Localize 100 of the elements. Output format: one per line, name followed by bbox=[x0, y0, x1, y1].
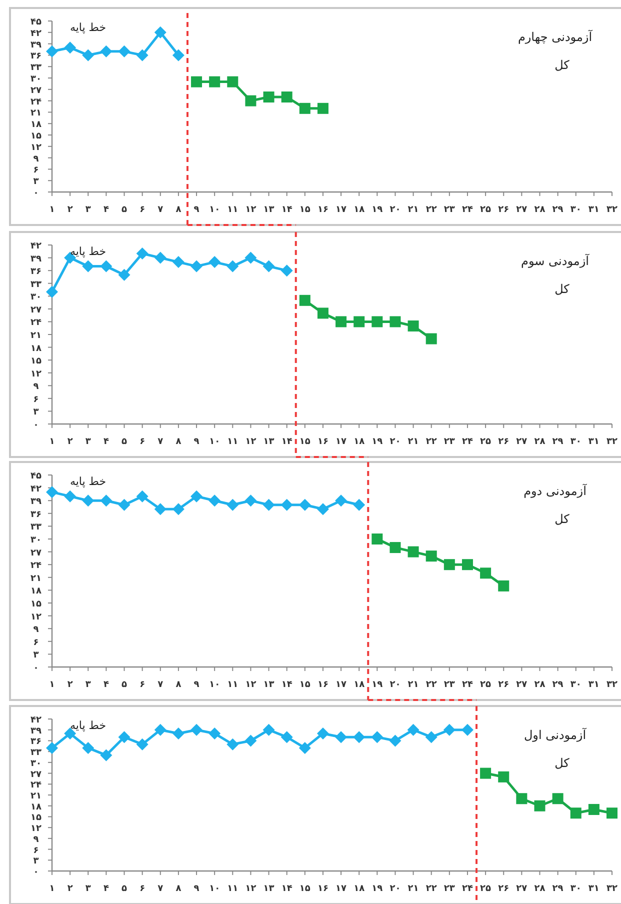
point bbox=[244, 494, 257, 507]
y-tick-label: ۱۲ bbox=[30, 369, 42, 380]
y-tick-label: ۳۰ bbox=[30, 536, 42, 546]
x-tick-label: ۸ bbox=[176, 205, 182, 215]
point bbox=[425, 731, 438, 744]
point bbox=[208, 727, 221, 740]
point bbox=[82, 742, 94, 754]
x-tick-label: ۳ bbox=[85, 205, 92, 215]
point bbox=[606, 808, 618, 819]
point bbox=[226, 498, 239, 511]
x-tick-label: ۱۰ bbox=[209, 205, 220, 215]
x-tick-label: ۳۲ bbox=[606, 680, 618, 690]
y-tick-label: ۶ bbox=[33, 394, 39, 405]
y-tick-label: ۳۰ bbox=[30, 74, 42, 84]
point bbox=[190, 260, 203, 272]
x-tick-label: ۲۶ bbox=[498, 205, 510, 215]
x-tick-label: ۲۴ bbox=[462, 437, 474, 447]
point bbox=[118, 45, 130, 58]
y-tick-label: ۳ bbox=[33, 177, 40, 188]
point bbox=[262, 498, 275, 511]
point bbox=[208, 494, 221, 507]
x-tick-label: ۱۵ bbox=[299, 884, 311, 894]
x-tick-label: ۹ bbox=[194, 680, 200, 690]
point bbox=[353, 498, 366, 511]
point bbox=[118, 731, 130, 744]
x-tick-label: ۵ bbox=[122, 884, 128, 894]
x-tick-label: ۵ bbox=[122, 680, 128, 690]
x-tick-label: ۲۸ bbox=[534, 680, 546, 690]
point bbox=[372, 316, 383, 328]
annotation: خط پایه bbox=[70, 475, 106, 488]
point bbox=[462, 559, 473, 570]
x-tick-label: ۳۰ bbox=[570, 680, 582, 690]
point bbox=[480, 568, 492, 579]
x-tick-label: ۲۵ bbox=[480, 437, 492, 447]
x-tick-label: ۱۸ bbox=[354, 680, 366, 690]
x-tick-label: ۲۰ bbox=[390, 437, 401, 447]
x-tick-label: ۳ bbox=[85, 680, 92, 690]
point bbox=[335, 494, 348, 507]
text: آزمودنی سوم bbox=[521, 253, 590, 268]
x-tick-label: ۳۰ bbox=[570, 884, 582, 894]
y-tick-label: ۰ bbox=[33, 868, 39, 878]
point bbox=[354, 316, 365, 328]
point bbox=[461, 724, 474, 736]
x-tick-label: ۱۲ bbox=[245, 437, 257, 447]
point bbox=[317, 102, 328, 114]
point bbox=[372, 534, 383, 544]
y-tick-label: ۳ bbox=[33, 856, 40, 867]
x-tick-label: ۱۷ bbox=[336, 437, 348, 447]
x-tick-label: ۲ bbox=[67, 205, 74, 215]
x-tick-label: ۸ bbox=[176, 680, 182, 690]
x-tick-label: ۲۳ bbox=[444, 884, 456, 894]
point bbox=[190, 724, 203, 736]
point bbox=[299, 294, 310, 306]
point bbox=[280, 264, 293, 277]
x-tick-label: ۲۰ bbox=[390, 205, 401, 215]
y-tick-label: ۹ bbox=[33, 382, 40, 392]
x-tick-label: ۲ bbox=[67, 437, 74, 447]
point bbox=[281, 92, 292, 102]
y-tick-label: ۱۸ bbox=[30, 344, 42, 354]
x-tick-label: ۲۳ bbox=[444, 680, 456, 690]
point bbox=[118, 498, 130, 511]
x-tick-label: ۲۷ bbox=[516, 884, 528, 894]
y-tick-label: ۳۹ bbox=[30, 497, 42, 508]
point bbox=[498, 771, 510, 782]
x-tick-label: ۱ bbox=[49, 437, 55, 447]
x-tick-label: ۲۱ bbox=[408, 680, 419, 690]
x-tick-label: ۹ bbox=[194, 437, 200, 447]
text: کل bbox=[554, 512, 570, 526]
x-tick-label: ۲۷ bbox=[516, 205, 528, 215]
x-tick-label: ۱۱ bbox=[227, 437, 238, 447]
x-tick-label: ۵ bbox=[122, 205, 128, 215]
text: کل bbox=[554, 756, 570, 770]
point bbox=[46, 286, 58, 298]
point bbox=[46, 45, 58, 58]
x-tick-label: ۳۱ bbox=[588, 884, 600, 894]
x-tick-label: ۲۵ bbox=[480, 205, 492, 215]
x-tick-label: ۳۱ bbox=[588, 205, 600, 215]
point bbox=[335, 731, 348, 744]
y-tick-label: ۱۲ bbox=[30, 142, 42, 153]
point bbox=[172, 49, 184, 62]
x-tick-label: ۱۰ bbox=[209, 437, 220, 447]
x-tick-label: ۱۸ bbox=[354, 884, 366, 894]
point bbox=[407, 724, 420, 736]
point bbox=[408, 320, 419, 332]
x-tick-label: ۱۱ bbox=[227, 680, 238, 690]
point bbox=[316, 503, 329, 516]
y-tick-label: ۶ bbox=[33, 846, 39, 856]
y-tick-label: ۰ bbox=[33, 188, 39, 198]
y-tick-label: ۹ bbox=[33, 834, 40, 845]
x-tick-label: ۶ bbox=[140, 884, 146, 894]
y-tick-label: ۱۸ bbox=[30, 586, 42, 597]
x-tick-label: ۲۷ bbox=[516, 437, 528, 447]
x-tick-label: ۱۷ bbox=[336, 680, 348, 690]
point bbox=[280, 498, 293, 511]
y-tick-label: ۳۹ bbox=[30, 726, 42, 736]
y-tick-label: ۹ bbox=[33, 625, 40, 636]
x-tick-label: ۴ bbox=[103, 205, 110, 215]
point bbox=[552, 793, 564, 804]
point bbox=[426, 550, 437, 562]
point bbox=[136, 248, 148, 260]
